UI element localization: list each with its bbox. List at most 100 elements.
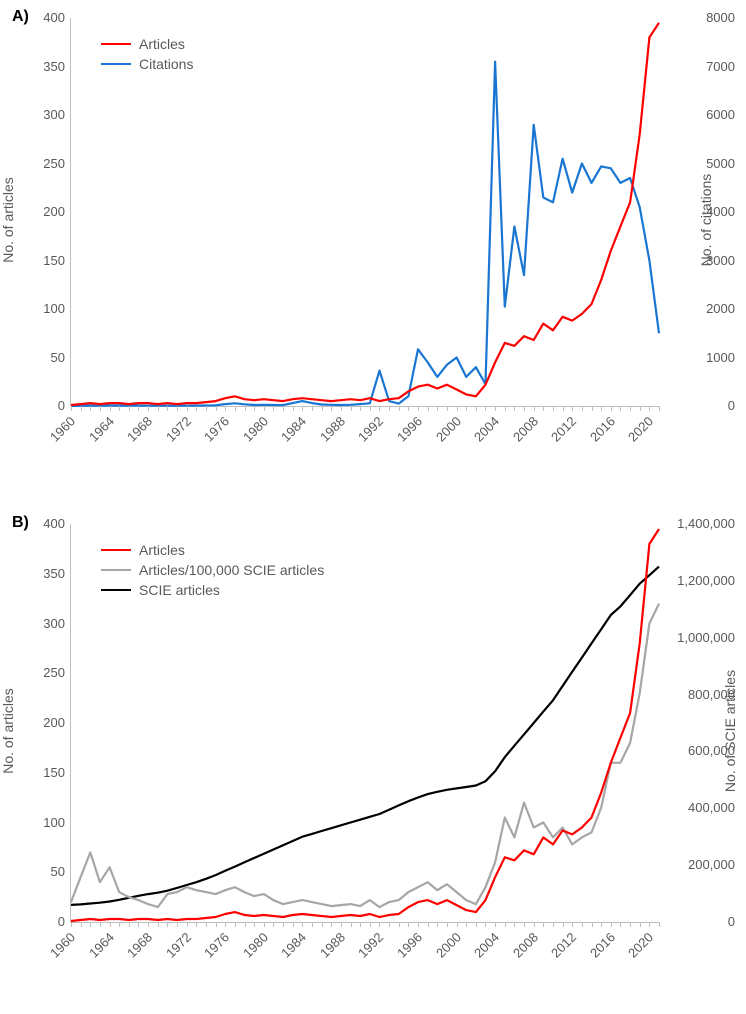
x-tick-mark — [225, 922, 226, 927]
x-tick-mark — [331, 406, 332, 411]
x-tick-label: 2012 — [548, 414, 579, 445]
x-tick-mark — [428, 406, 429, 411]
x-tick-mark — [302, 406, 303, 411]
legend-swatch — [101, 589, 131, 592]
x-tick-mark — [370, 922, 371, 927]
y-left-tick: 100 — [15, 301, 71, 316]
x-tick-mark — [129, 922, 130, 927]
legend-label: Articles/100,000 SCIE articles — [139, 562, 324, 578]
x-tick-mark — [187, 922, 188, 927]
x-tick-mark — [90, 922, 91, 927]
x-tick-mark — [399, 922, 400, 927]
legend-swatch — [101, 549, 131, 552]
x-tick-mark — [81, 406, 82, 411]
x-tick-mark — [273, 406, 274, 411]
y-right-tick: 8000 — [659, 10, 735, 25]
x-tick-label: 1976 — [201, 414, 232, 445]
x-tick-mark — [196, 406, 197, 411]
x-tick-label: 1980 — [240, 414, 271, 445]
x-tick-mark — [457, 406, 458, 411]
y-right-tick: 1,400,000 — [659, 516, 735, 531]
x-tick-mark — [71, 922, 72, 927]
y-left-tick: 50 — [15, 350, 71, 365]
panel-a-svg — [71, 18, 659, 406]
y-left-tick: 0 — [15, 914, 71, 929]
x-tick-mark — [206, 406, 207, 411]
x-tick-mark — [148, 406, 149, 411]
x-tick-mark — [563, 406, 564, 411]
chart-line — [71, 567, 659, 905]
x-tick-mark — [81, 922, 82, 927]
y-left-tick: 150 — [15, 765, 71, 780]
x-tick-mark — [582, 406, 583, 411]
x-tick-mark — [312, 406, 313, 411]
x-tick-mark — [466, 922, 467, 927]
chart-line — [71, 604, 659, 908]
x-tick-mark — [649, 922, 650, 927]
x-tick-label: 1972 — [163, 930, 194, 961]
x-tick-label: 1976 — [201, 930, 232, 961]
x-tick-mark — [283, 922, 284, 927]
x-tick-mark — [379, 406, 380, 411]
x-tick-mark — [485, 922, 486, 927]
y-left-tick: 400 — [15, 516, 71, 531]
x-tick-label: 1960 — [47, 930, 78, 961]
x-tick-mark — [543, 922, 544, 927]
y-left-tick: 100 — [15, 815, 71, 830]
x-tick-mark — [572, 406, 573, 411]
y-left-tick: 50 — [15, 864, 71, 879]
x-tick-mark — [254, 922, 255, 927]
x-tick-mark — [177, 922, 178, 927]
x-tick-mark — [138, 406, 139, 411]
y-left-tick: 300 — [15, 616, 71, 631]
x-tick-label: 2016 — [587, 414, 618, 445]
x-tick-mark — [630, 406, 631, 411]
y-right-tick: 0 — [659, 914, 735, 929]
x-tick-mark — [187, 406, 188, 411]
x-tick-label: 1988 — [317, 930, 348, 961]
x-tick-label: 2012 — [548, 930, 579, 961]
y-right-tick: 7000 — [659, 59, 735, 74]
x-tick-mark — [264, 922, 265, 927]
x-tick-mark — [351, 922, 352, 927]
y-right-tick: 1000 — [659, 350, 735, 365]
x-tick-mark — [514, 406, 515, 411]
y-right-tick: 4000 — [659, 204, 735, 219]
x-tick-mark — [235, 406, 236, 411]
x-tick-mark — [158, 922, 159, 927]
x-tick-label: 1984 — [278, 930, 309, 961]
x-tick-mark — [167, 922, 168, 927]
x-tick-mark — [447, 406, 448, 411]
legend-label: Citations — [139, 56, 193, 72]
x-tick-mark — [553, 922, 554, 927]
y-left-tick: 300 — [15, 107, 71, 122]
x-tick-mark — [245, 922, 246, 927]
y-right-tick: 0 — [659, 398, 735, 413]
x-tick-label: 2000 — [433, 930, 464, 961]
x-tick-mark — [418, 922, 419, 927]
x-tick-mark — [476, 406, 477, 411]
x-tick-mark — [273, 922, 274, 927]
x-tick-mark — [505, 922, 506, 927]
x-tick-mark — [293, 922, 294, 927]
x-tick-mark — [302, 922, 303, 927]
x-tick-mark — [495, 406, 496, 411]
x-tick-label: 1968 — [124, 414, 155, 445]
x-tick-mark — [177, 406, 178, 411]
x-tick-label: 2000 — [433, 414, 464, 445]
x-tick-label: 1960 — [47, 414, 78, 445]
x-tick-mark — [572, 922, 573, 927]
x-tick-mark — [110, 406, 111, 411]
panel-a-y-right-label: No. of citations — [698, 140, 714, 300]
x-tick-mark — [611, 922, 612, 927]
x-tick-label: 1996 — [394, 930, 425, 961]
x-tick-mark — [129, 406, 130, 411]
x-tick-mark — [283, 406, 284, 411]
x-tick-mark — [90, 406, 91, 411]
x-tick-mark — [485, 406, 486, 411]
x-tick-mark — [158, 406, 159, 411]
x-tick-mark — [138, 922, 139, 927]
x-tick-label: 2016 — [587, 930, 618, 961]
x-tick-label: 2020 — [625, 930, 656, 961]
x-tick-mark — [524, 406, 525, 411]
